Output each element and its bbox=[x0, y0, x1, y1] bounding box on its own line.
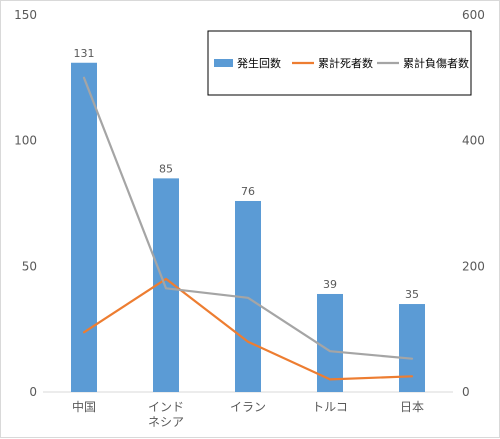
x-category-label-line: ネシア bbox=[148, 415, 184, 429]
y-right-tick-1: 200 bbox=[462, 259, 485, 273]
x-category-label-line: トルコ bbox=[312, 400, 348, 414]
y-left-tick-3: 150 bbox=[14, 8, 37, 22]
bar-value-label-4: 35 bbox=[405, 288, 419, 301]
legend-swatch-occurrences bbox=[214, 59, 233, 67]
y-left-tick-2: 100 bbox=[14, 134, 37, 148]
y-left-tick-0: 0 bbox=[29, 385, 37, 399]
lines-layer bbox=[82, 76, 414, 381]
x-category-label-0: 中国 bbox=[72, 399, 96, 414]
line-series-1 bbox=[82, 76, 414, 360]
bar-value-label-0: 131 bbox=[74, 47, 95, 60]
x-category-label-2: イラン bbox=[230, 400, 266, 414]
x-category-label-line: インド bbox=[148, 400, 184, 414]
bar-3 bbox=[317, 293, 343, 392]
line-series-0 bbox=[82, 277, 414, 381]
x-category-label-4: 日本 bbox=[400, 400, 424, 414]
x-category-label-line: 日本 bbox=[400, 400, 424, 414]
y-left-tick-1: 50 bbox=[22, 259, 37, 273]
bar-value-label-1: 85 bbox=[159, 162, 173, 175]
bar-4 bbox=[399, 304, 425, 392]
x-category-label-line: イラン bbox=[230, 400, 266, 414]
axes-layer: 0 50 100 150 0 200 400 600 中国 インドネシア イラン トルコ 日本 bbox=[14, 8, 485, 429]
y-right-tick-3: 600 bbox=[462, 8, 485, 22]
bar-value-label-3: 39 bbox=[323, 278, 337, 291]
legend-label-occurrences: 発生回数 bbox=[237, 56, 281, 70]
x-category-label-1: インドネシア bbox=[148, 400, 184, 429]
bar-value-label-2: 76 bbox=[241, 185, 255, 198]
y-right-tick-2: 400 bbox=[462, 134, 485, 148]
y-right-tick-0: 0 bbox=[462, 385, 470, 399]
legend: 発生回数 累計死者数 累計負傷者数 bbox=[207, 30, 472, 96]
legend-box bbox=[207, 30, 472, 96]
labels-layer: 131 85 76 39 35 bbox=[74, 47, 420, 301]
x-category-label-3: トルコ bbox=[312, 400, 348, 414]
legend-label-injured: 累計負傷者数 bbox=[403, 56, 469, 70]
x-category-label-line: 中国 bbox=[72, 399, 96, 414]
legend-label-deaths: 累計死者数 bbox=[318, 56, 373, 70]
bar-0 bbox=[71, 62, 97, 393]
